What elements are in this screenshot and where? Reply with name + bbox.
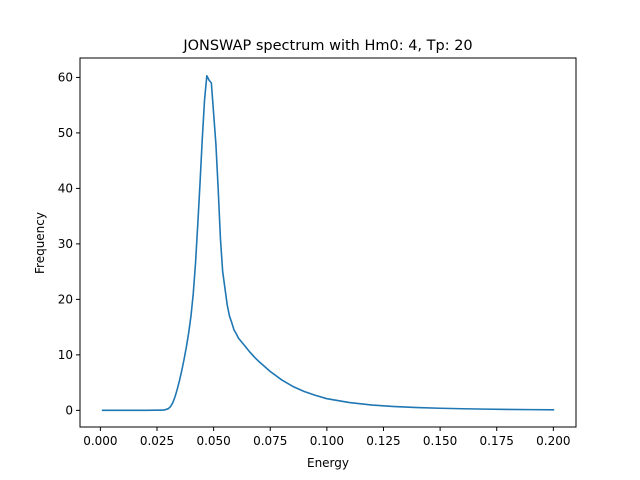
x-axis-ticks: 0.000 0.025 0.050 0.075 0.100 0.125 0.150 0.175… — [83, 427, 571, 448]
x-tick-label: 0.000 — [83, 434, 117, 448]
x-tick-label: 0.025 — [140, 434, 174, 448]
chart-title: JONSWAP spectrum with Hm0: 4, Tp: 20 — [182, 38, 472, 54]
x-tick-label: 0.075 — [253, 434, 287, 448]
y-tick-label: 10 — [58, 348, 73, 362]
x-axis-label: Energy — [307, 456, 349, 470]
y-tick-label: 30 — [58, 237, 73, 251]
x-tick-label: 0.200 — [536, 434, 570, 448]
y-tick-label: 20 — [58, 292, 73, 306]
y-axis-ticks: 0 10 20 30 40 50 60 — [58, 70, 80, 417]
spectrum-line — [101, 74, 555, 412]
x-tick-label: 0.150 — [423, 434, 457, 448]
x-tick-label: 0.050 — [196, 434, 230, 448]
y-tick-label: 40 — [58, 181, 73, 195]
x-tick-label: 0.175 — [480, 434, 514, 448]
y-tick-label: 50 — [58, 126, 73, 140]
y-axis-label: Frequency — [33, 212, 47, 274]
x-tick-label: 0.100 — [310, 434, 344, 448]
x-tick-label: 0.125 — [366, 434, 400, 448]
y-tick-label: 0 — [65, 403, 73, 417]
axes-frame — [79, 57, 577, 428]
y-tick-label: 60 — [58, 70, 73, 84]
